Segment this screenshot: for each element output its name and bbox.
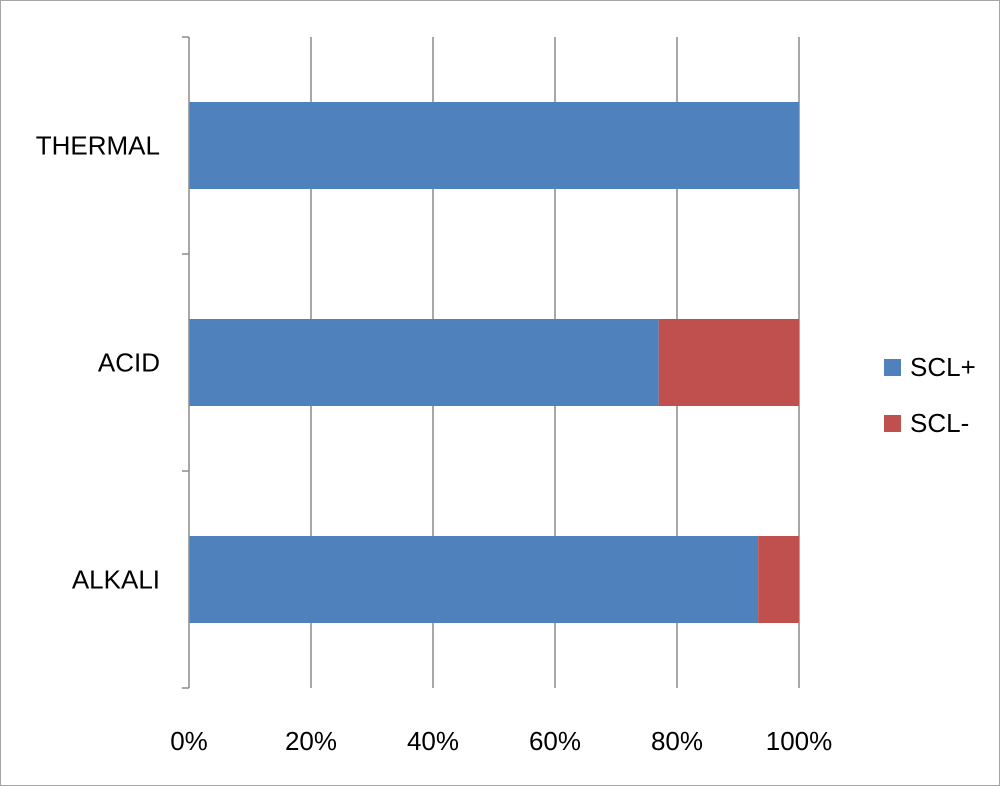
x-tick-label: 80% — [651, 726, 703, 756]
x-tick-label: 20% — [285, 726, 337, 756]
bar-segment-sclplus-acid — [189, 319, 659, 406]
bar-segment-sclplus-alkali — [189, 536, 759, 623]
category-label: ACID — [98, 348, 160, 378]
legend-swatch — [884, 415, 901, 432]
bar-segment-sclminus-acid — [658, 319, 799, 406]
bars — [189, 102, 799, 623]
category-label: THERMAL — [36, 131, 160, 161]
x-tick-label: 40% — [407, 726, 459, 756]
x-tick-labels: 0% 20% 40% 60% 80% 100% — [170, 726, 832, 756]
bar-segment-sclplus-thermal — [189, 102, 799, 189]
legend-swatch — [884, 359, 901, 376]
category-label: ALKALI — [72, 565, 160, 595]
x-tick-label: 0% — [170, 726, 208, 756]
x-tick-label: 100% — [766, 726, 833, 756]
x-tick-label: 60% — [529, 726, 581, 756]
axes — [182, 36, 190, 689]
legend: SCL+ SCL- — [884, 352, 976, 438]
bar-segment-sclminus-alkali — [758, 536, 799, 623]
category-labels: THERMAL ACID ALKALI — [36, 131, 160, 595]
legend-label: SCL+ — [910, 352, 976, 382]
legend-label: SCL- — [910, 408, 969, 438]
